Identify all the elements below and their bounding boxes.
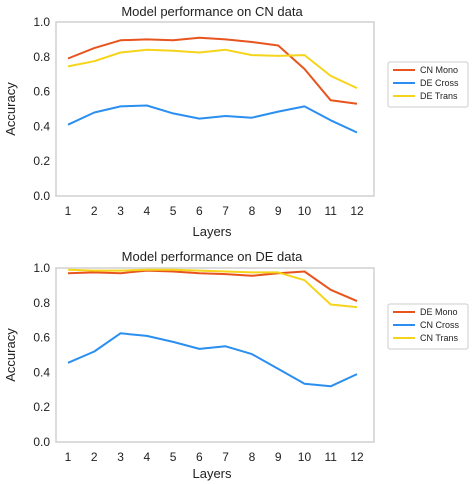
legend-label: DE Mono — [420, 307, 458, 317]
x-tick-label: 5 — [170, 204, 177, 218]
x-tick-label: 8 — [249, 450, 256, 464]
legend: CN Mono DE Cross DE Trans — [387, 61, 469, 108]
chart-title: Model performance on CN data — [121, 4, 303, 19]
x-tick-label: 4 — [143, 450, 150, 464]
x-tick-label: 3 — [117, 450, 124, 464]
x-tick-label: 5 — [170, 450, 177, 464]
x-tick-label: 12 — [350, 204, 364, 218]
series-line-de-cross — [67, 104, 358, 134]
x-tick-label: 4 — [143, 204, 150, 218]
y-axis-label: Accuracy — [3, 328, 18, 382]
x-tick-label: 2 — [91, 204, 98, 218]
x-tick-label: 10 — [298, 204, 312, 218]
x-tick-label: 1 — [65, 204, 72, 218]
y-axis-label: Accuracy — [3, 82, 18, 136]
y-tick-label: 0.4 — [33, 119, 50, 133]
x-tick-label: 8 — [249, 204, 256, 218]
legend-label: DE Cross — [420, 78, 459, 88]
x-tick-label: 3 — [117, 204, 124, 218]
series-line-cn-trans — [67, 268, 358, 309]
chart-de: Model performance on DE data 0.0 0.2 0.4 0.… — [3, 249, 469, 481]
x-tick-label: 10 — [298, 450, 312, 464]
x-tick-label: 9 — [275, 450, 282, 464]
x-tick-label: 11 — [324, 450, 337, 464]
x-tick-label: 12 — [350, 450, 364, 464]
y-tick-label: 0.0 — [33, 435, 50, 449]
legend-label: DE Trans — [420, 91, 458, 101]
y-tick-label: 0.4 — [33, 365, 50, 379]
y-tick-label: 1.0 — [33, 261, 50, 275]
x-tick-label: 6 — [196, 450, 203, 464]
y-tick-label: 0.8 — [33, 50, 50, 64]
x-axis-label: Layers — [192, 224, 232, 239]
legend-label: CN Cross — [420, 320, 460, 330]
series-line-de-mono — [67, 269, 358, 303]
x-tick-label: 1 — [65, 450, 72, 464]
series-line-de-trans — [67, 48, 358, 90]
legend: DE Mono CN Cross CN Trans — [387, 303, 469, 350]
series-line-cn-mono — [67, 36, 358, 105]
chart-title: Model performance on DE data — [122, 249, 303, 264]
series-line-cn-cross — [67, 332, 358, 388]
x-axis-label: Layers — [192, 466, 232, 481]
x-tick-label: 6 — [196, 204, 203, 218]
x-tick-label: 11 — [324, 204, 337, 218]
y-tick-label: 0.6 — [33, 331, 50, 345]
legend-label: CN Mono — [420, 65, 458, 75]
x-tick-label: 2 — [91, 450, 98, 464]
y-tick-label: 0.8 — [33, 296, 50, 310]
y-tick-label: 0.6 — [33, 85, 50, 99]
y-tick-label: 1.0 — [33, 15, 50, 29]
x-tick-label: 7 — [222, 204, 229, 218]
y-tick-label: 0.0 — [33, 189, 50, 203]
x-tick-label: 7 — [222, 450, 229, 464]
legend-label: CN Trans — [420, 333, 459, 343]
y-tick-label: 0.2 — [33, 154, 50, 168]
chart-cn: Model performance on CN data 0.0 0.2 0.4 0.… — [3, 4, 469, 239]
plot-frame — [55, 267, 375, 443]
plot-frame — [55, 21, 375, 197]
y-tick-label: 0.2 — [33, 400, 50, 414]
x-tick-label: 9 — [275, 204, 282, 218]
